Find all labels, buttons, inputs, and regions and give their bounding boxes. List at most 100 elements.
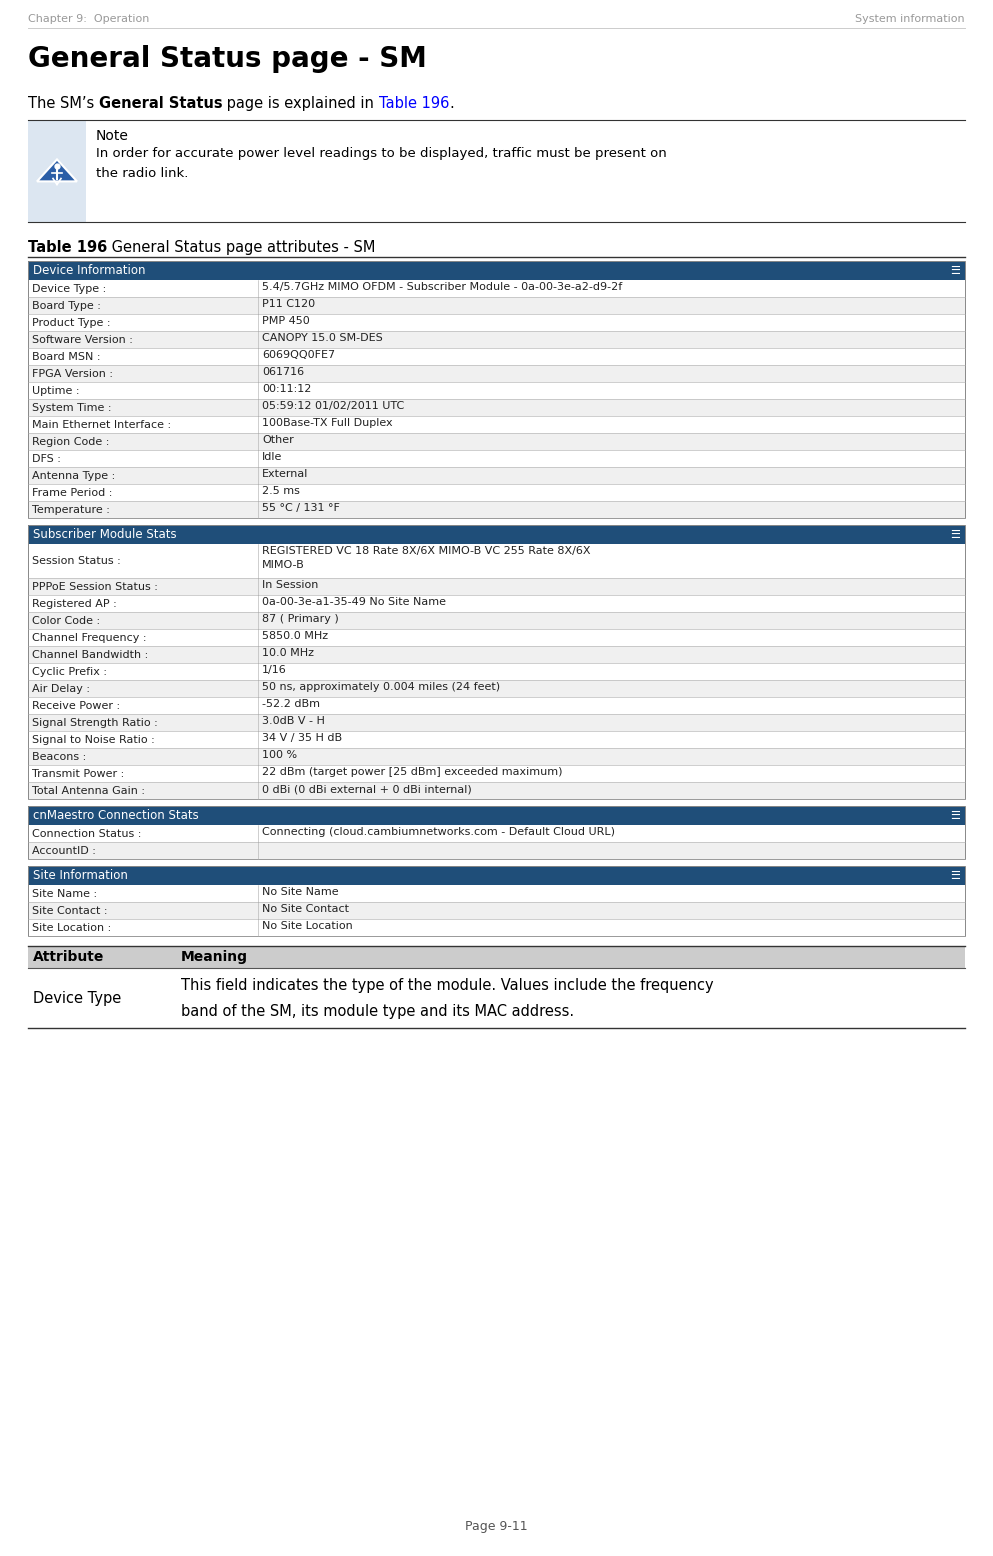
Text: P11 C120: P11 C120 [262,299,315,310]
Text: Antenna Type :: Antenna Type : [32,470,115,481]
Text: 55 °C / 131 °F: 55 °C / 131 °F [262,503,340,513]
Text: 0a-00-3e-a1-35-49 No Site Name: 0a-00-3e-a1-35-49 No Site Name [262,598,446,607]
FancyBboxPatch shape [28,484,965,501]
FancyBboxPatch shape [28,697,965,714]
Text: In Session: In Session [262,580,319,590]
Text: Signal Strength Ratio :: Signal Strength Ratio : [32,717,158,728]
Text: 22 dBm (target power [25 dBm] exceeded maximum): 22 dBm (target power [25 dBm] exceeded m… [262,767,562,776]
Text: This field indicates the type of the module. Values include the frequency
band o: This field indicates the type of the mod… [181,979,714,1019]
Text: 00:11:12: 00:11:12 [262,384,312,394]
Text: Main Ethernet Interface :: Main Ethernet Interface : [32,420,171,429]
Text: cnMaestro Connection Stats: cnMaestro Connection Stats [33,809,199,822]
Text: Signal to Noise Ratio :: Signal to Noise Ratio : [32,734,155,744]
Text: ☰: ☰ [950,266,960,275]
Text: .: . [450,96,454,110]
FancyBboxPatch shape [28,783,965,798]
FancyBboxPatch shape [28,398,965,415]
Text: System information: System information [855,14,965,23]
FancyBboxPatch shape [28,314,965,331]
FancyBboxPatch shape [28,261,965,280]
FancyBboxPatch shape [28,902,965,920]
FancyBboxPatch shape [28,280,965,297]
Text: Frame Period :: Frame Period : [32,487,112,498]
Text: Total Antenna Gain :: Total Antenna Gain : [32,786,145,795]
Text: 10.0 MHz: 10.0 MHz [262,647,314,658]
FancyBboxPatch shape [28,297,965,314]
Text: REGISTERED VC 18 Rate 8X/6X MIMO-B VC 255 Rate 8X/6X
MIMO-B: REGISTERED VC 18 Rate 8X/6X MIMO-B VC 25… [262,546,591,571]
Text: -52.2 dBm: -52.2 dBm [262,699,320,710]
Text: General Status page attributes - SM: General Status page attributes - SM [107,240,375,255]
FancyBboxPatch shape [28,366,965,383]
Text: Transmit Power :: Transmit Power : [32,769,124,778]
Text: Page 9-11: Page 9-11 [465,1520,528,1533]
Text: ☰: ☰ [950,811,960,820]
FancyBboxPatch shape [28,646,965,663]
Text: Site Location :: Site Location : [32,923,111,932]
Text: AccountID :: AccountID : [32,845,96,856]
Text: Temperature :: Temperature : [32,504,110,515]
Text: Meaning: Meaning [181,951,248,965]
FancyBboxPatch shape [28,415,965,433]
Text: 50 ns, approximately 0.004 miles (24 feet): 50 ns, approximately 0.004 miles (24 fee… [262,682,500,692]
Text: Site Name :: Site Name : [32,888,97,898]
FancyBboxPatch shape [28,714,965,731]
Text: CANOPY 15.0 SM-DES: CANOPY 15.0 SM-DES [262,333,382,342]
Text: ☰: ☰ [950,529,960,540]
FancyBboxPatch shape [28,383,965,398]
Text: Device Information: Device Information [33,265,146,277]
Text: Channel Frequency :: Channel Frequency : [32,632,147,643]
Text: PMP 450: PMP 450 [262,316,310,327]
Text: Board MSN :: Board MSN : [32,352,100,361]
FancyBboxPatch shape [28,867,965,885]
Text: Device Type :: Device Type : [32,283,106,294]
FancyBboxPatch shape [28,433,965,450]
Text: Chapter 9:  Operation: Chapter 9: Operation [28,14,149,23]
Text: Region Code :: Region Code : [32,437,109,447]
FancyBboxPatch shape [28,748,965,766]
Text: Product Type :: Product Type : [32,317,110,327]
FancyBboxPatch shape [28,450,965,467]
Text: Device Type: Device Type [33,991,121,1005]
Text: Attribute: Attribute [33,951,104,965]
Text: Note: Note [96,129,129,143]
Text: 6069QQ0FE7: 6069QQ0FE7 [262,350,335,359]
Text: The SM’s: The SM’s [28,96,99,110]
FancyBboxPatch shape [28,806,965,825]
Text: General Status: General Status [99,96,222,110]
Text: 100 %: 100 % [262,750,297,759]
Text: Cyclic Prefix :: Cyclic Prefix : [32,666,107,677]
FancyBboxPatch shape [28,467,965,484]
FancyBboxPatch shape [28,680,965,697]
FancyBboxPatch shape [28,121,86,223]
FancyBboxPatch shape [28,842,965,859]
Text: General Status page - SM: General Status page - SM [28,45,427,73]
Text: 34 V / 35 H dB: 34 V / 35 H dB [262,733,343,744]
Text: 1/16: 1/16 [262,664,287,675]
Text: DFS :: DFS : [32,453,61,464]
FancyBboxPatch shape [28,545,965,577]
Text: page is explained in: page is explained in [222,96,379,110]
Text: Subscriber Module Stats: Subscriber Module Stats [33,527,177,541]
Text: 061716: 061716 [262,367,304,377]
Text: Idle: Idle [262,451,282,462]
FancyBboxPatch shape [28,594,965,612]
Text: Beacons :: Beacons : [32,752,86,761]
FancyBboxPatch shape [28,920,965,937]
Text: No Site Contact: No Site Contact [262,904,349,913]
Text: 3.0dB V - H: 3.0dB V - H [262,716,325,727]
Polygon shape [37,159,77,182]
Text: PPPoE Session Status :: PPPoE Session Status : [32,582,158,591]
FancyBboxPatch shape [28,946,965,968]
Text: No Site Location: No Site Location [262,921,353,930]
Text: FPGA Version :: FPGA Version : [32,369,113,378]
Text: External: External [262,468,309,479]
Text: Session Status :: Session Status : [32,555,121,566]
Text: Connection Status :: Connection Status : [32,828,141,839]
FancyBboxPatch shape [28,501,965,518]
Text: No Site Name: No Site Name [262,887,339,896]
Text: Connecting (cloud.cambiumnetworks.com - Default Cloud URL): Connecting (cloud.cambiumnetworks.com - … [262,826,615,837]
Text: Site Information: Site Information [33,868,128,882]
Text: 05:59:12 01/02/2011 UTC: 05:59:12 01/02/2011 UTC [262,401,404,411]
Text: 87 ( Primary ): 87 ( Primary ) [262,615,339,624]
FancyBboxPatch shape [28,629,965,646]
